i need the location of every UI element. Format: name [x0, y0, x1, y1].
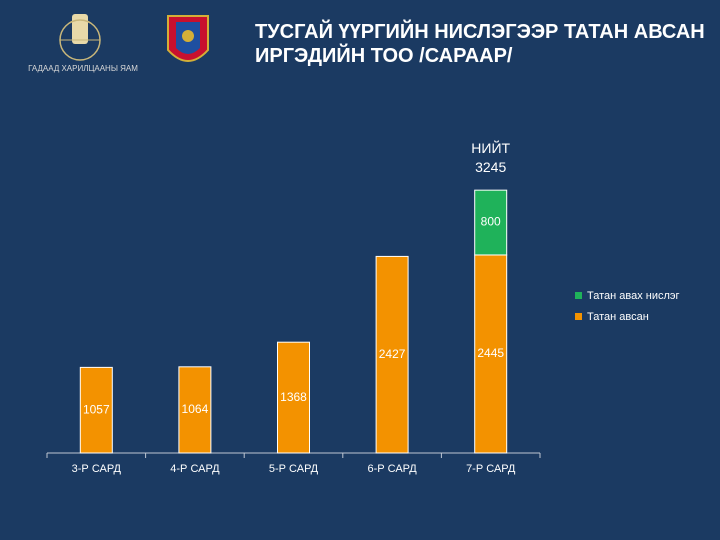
- data-label: 2445: [477, 346, 504, 360]
- total-label: НИЙТ: [471, 139, 510, 156]
- legend-swatch: [575, 313, 582, 320]
- chart-title: ТУСГАЙ ҮҮРГИЙН НИСЛЭГЭЭР ТАТАН АВСАН ИРГ…: [255, 21, 705, 67]
- bar-segment: [277, 341, 310, 454]
- logo-emblem: [167, 15, 209, 62]
- bar-segment: [178, 366, 212, 454]
- bar-segment: [79, 366, 113, 454]
- data-label: 800: [481, 215, 501, 229]
- logo-ministry: ГАДААД ХАРИЛЦААНЫ ЯАМ: [28, 14, 138, 73]
- x-tick-label: 5-Р САРД: [269, 463, 319, 475]
- legend-label: Татан авсан: [587, 311, 649, 323]
- data-label: 1064: [182, 402, 209, 416]
- legend-swatch: [575, 292, 582, 299]
- bar-segment: [375, 255, 409, 454]
- bar-segment: [474, 254, 508, 454]
- logo-text: ГАДААД ХАРИЛЦААНЫ ЯАМ: [28, 64, 138, 73]
- x-tick-label: 3-Р САРД: [72, 463, 122, 475]
- x-tick-label: 6-Р САРД: [367, 463, 417, 475]
- x-tick-label: 4-Р САРД: [170, 463, 220, 475]
- data-label: 1368: [280, 390, 307, 404]
- legend-label: Татан авах нислэг: [587, 290, 680, 302]
- bar-segment: [474, 189, 508, 256]
- data-label: 1057: [83, 402, 110, 416]
- total-value: 3245: [475, 159, 506, 175]
- x-tick-label: 7-Р САРД: [466, 463, 516, 475]
- data-label: 2427: [379, 347, 406, 361]
